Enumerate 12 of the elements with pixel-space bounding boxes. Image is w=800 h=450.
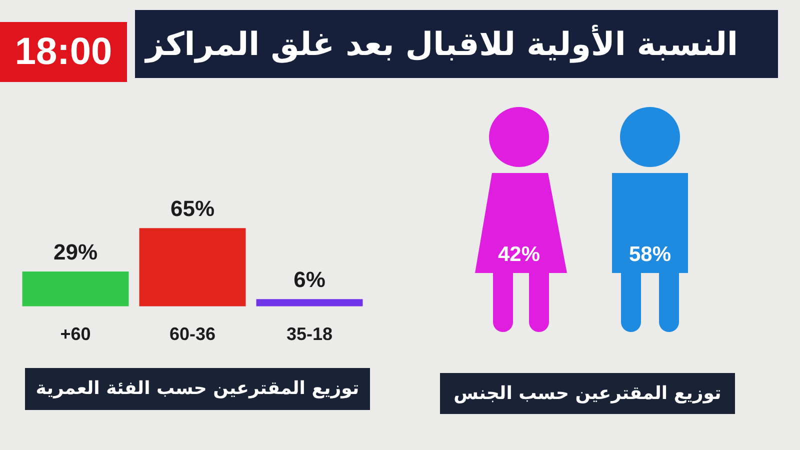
text: توزيع المقترعين حسب الجنس [440,373,735,414]
data-label: 65% [170,196,215,222]
data-label: 58% [628,243,672,267]
x-tick-label: 60-36 [169,324,216,344]
data-label: 6% [294,267,326,292]
data-label: 29% [53,240,98,265]
x-axis-title: توزيع المقترعين حسب الفئة العمرية [25,368,370,410]
data-label: 42% [498,243,540,267]
text: النسبة الأولية للاقبال بعد غلق المراكز [135,10,778,78]
x-tick-label: 35-18 [286,324,333,344]
x-tick-label: +60 [60,324,91,344]
text: 18:00 [0,22,127,82]
